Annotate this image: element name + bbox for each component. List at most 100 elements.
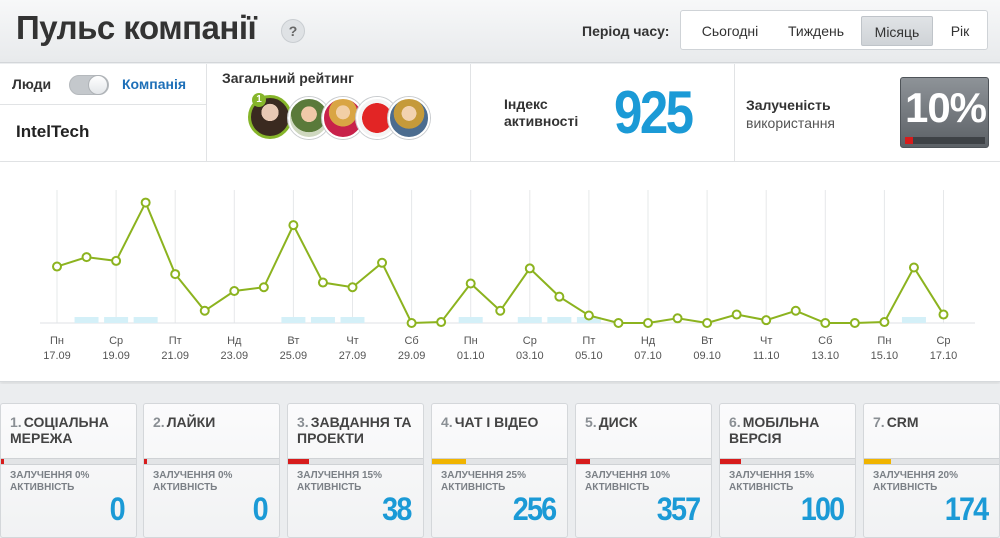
x-tick-date: 17.10 <box>930 350 958 362</box>
tool-engagement-text: ЗАЛУЧЕННЯ 10% <box>585 470 670 481</box>
divider <box>470 64 471 162</box>
company-name: IntelTech <box>16 122 90 141</box>
data-point <box>761 315 772 326</box>
avatar[interactable] <box>388 97 430 139</box>
x-tick-date: 03.10 <box>516 350 544 362</box>
tool-engagement-bar <box>576 458 711 465</box>
x-tick-date: 01.10 <box>457 350 485 362</box>
divider <box>734 64 735 162</box>
tool-card[interactable]: 3. ЗАВДАННЯ ТА ПРОЕКТИ ЗАЛУЧЕННЯ 15% АКТИВНІ… <box>287 403 424 538</box>
tool-card[interactable]: 2. ЛАЙКИ ЗАЛУЧЕННЯ 0% АКТИВНІСТЬ 0 <box>143 403 280 538</box>
day-highlight <box>104 317 129 323</box>
data-point <box>199 305 210 316</box>
divider <box>206 64 207 162</box>
tool-activity-value: 0 <box>109 491 126 527</box>
tool-engagement-bar-fill <box>432 459 467 464</box>
tool-title-line1: ДИСК <box>598 414 638 430</box>
engagement-bar <box>905 137 985 144</box>
data-point <box>938 309 949 320</box>
tool-engagement-bar-fill <box>720 459 741 464</box>
tool-title-line1: ЧАТ І ВІДЕО <box>454 414 539 430</box>
day-highlight <box>133 317 158 323</box>
x-tick-day: Сб <box>818 335 832 347</box>
data-point <box>406 318 417 328</box>
scope-toggle[interactable] <box>69 75 109 95</box>
x-tick-date: 05.10 <box>575 350 603 362</box>
help-icon[interactable]: ? <box>281 19 305 43</box>
x-tick-day: Нд <box>227 335 242 347</box>
data-point <box>643 318 653 328</box>
tool-stats: ЗАЛУЧЕННЯ 0% АКТИВНІСТЬ <box>153 470 232 494</box>
x-tick-date: 15.10 <box>871 350 899 362</box>
x-tick-day: Чт <box>760 335 772 347</box>
tool-activity-label: АКТИВНІСТЬ <box>441 482 506 493</box>
people-toggle-label[interactable]: Люди <box>12 76 52 92</box>
x-tick-day: Пн <box>464 335 478 347</box>
tool-card[interactable]: 4. ЧАТ І ВІДЕО ЗАЛУЧЕННЯ 25% АКТИВНІСТЬ 256 <box>431 403 568 538</box>
avatar[interactable] <box>248 95 292 139</box>
data-point <box>908 262 919 273</box>
tool-activity-label: АКТИВНІСТЬ <box>585 482 650 493</box>
data-point <box>258 282 269 293</box>
data-point <box>613 318 624 328</box>
tool-engagement-text: ЗАЛУЧЕННЯ 15% <box>297 470 382 481</box>
tool-number: 5. <box>585 414 597 430</box>
engagement-box: 10% <box>900 77 989 148</box>
x-tick-day: Сб <box>404 335 418 347</box>
period-month-button[interactable]: Місяць <box>861 16 933 46</box>
x-tick-date: 13.10 <box>812 350 840 362</box>
data-point <box>140 197 151 208</box>
tool-engagement-bar <box>432 458 567 465</box>
engagement-bar-fill <box>905 137 913 144</box>
day-highlight <box>901 317 926 323</box>
x-tick-day: Вт <box>701 335 713 347</box>
engagement-label: Залученість <box>746 97 831 113</box>
tool-title-line2: МЕРЕЖА <box>10 430 73 446</box>
x-tick-date: 17.09 <box>43 350 71 362</box>
tools-panel: 1. СОЦІАЛЬНА МЕРЕЖА ЗАЛУЧЕННЯ 0% АКТИВНІСТЬ 0… <box>0 384 1000 538</box>
tool-stats: ЗАЛУЧЕННЯ 25% АКТИВНІСТЬ <box>441 470 526 494</box>
tool-engagement-bar <box>1 458 136 465</box>
x-tick-date: 25.09 <box>280 350 308 362</box>
tool-activity-value: 38 <box>382 491 413 527</box>
day-highlight <box>547 317 572 323</box>
tool-stats: ЗАЛУЧЕННЯ 10% АКТИВНІСТЬ <box>585 470 670 494</box>
series-line <box>56 200 945 325</box>
tool-card[interactable]: 1. СОЦІАЛЬНА МЕРЕЖА ЗАЛУЧЕННЯ 0% АКТИВНІСТЬ 0 <box>0 403 137 538</box>
data-point <box>702 318 713 328</box>
tool-card[interactable]: 6. МОБІЛЬНА ВЕРСІЯ ЗАЛУЧЕННЯ 15% АКТИВНІСТЬ 1… <box>719 403 856 538</box>
company-toggle-label[interactable]: Компанія <box>122 76 187 92</box>
x-tick-date: 21.09 <box>161 350 189 362</box>
tool-activity-value: 0 <box>252 491 269 527</box>
tool-number: 6. <box>729 414 741 430</box>
tool-title-line1: СОЦІАЛЬНА <box>23 414 109 430</box>
data-point <box>879 317 890 328</box>
day-highlight <box>340 317 365 323</box>
tool-card[interactable]: 7. CRM ЗАЛУЧЕННЯ 20% АКТИВНІСТЬ 174 <box>863 403 1000 538</box>
tool-activity-label: АКТИВНІСТЬ <box>10 482 75 493</box>
tool-engagement-bar <box>288 458 423 465</box>
x-tick-date: 19.09 <box>102 350 130 362</box>
tool-title-line1: ЗАВДАННЯ ТА <box>310 414 412 430</box>
engagement-sublabel: використання <box>746 115 836 131</box>
activity-chart: Пн 17.09 Ср 19.09 Пт 21.09 Нд 23.09 Вт 25.09 Чт 27.… <box>0 162 1000 382</box>
activity-label-line1: Індекс <box>504 96 548 112</box>
tool-title: 6. МОБІЛЬНА ВЕРСІЯ <box>729 414 854 446</box>
data-point <box>229 286 240 297</box>
x-tick-day: Ср <box>109 335 123 347</box>
x-tick-day: Ср <box>523 335 537 347</box>
x-tick-day: Пн <box>877 335 891 347</box>
period-today-button[interactable]: Сьогодні <box>701 23 759 39</box>
period-week-button[interactable]: Тиждень <box>787 23 845 39</box>
x-tick-date: 09.10 <box>693 350 721 362</box>
engagement-value: 10% <box>904 84 987 131</box>
period-year-button[interactable]: Рік <box>950 23 970 39</box>
day-highlight <box>458 317 483 323</box>
tool-activity-label: АКТИВНІСТЬ <box>729 482 794 493</box>
data-point <box>849 318 860 328</box>
tool-engagement-text: ЗАЛУЧЕННЯ 15% <box>729 470 814 481</box>
x-tick-date: 29.09 <box>398 350 426 362</box>
day-highlight <box>74 317 99 323</box>
x-tick-date: 07.10 <box>634 350 662 362</box>
tool-card[interactable]: 5. ДИСК ЗАЛУЧЕННЯ 10% АКТИВНІСТЬ 357 <box>575 403 712 538</box>
